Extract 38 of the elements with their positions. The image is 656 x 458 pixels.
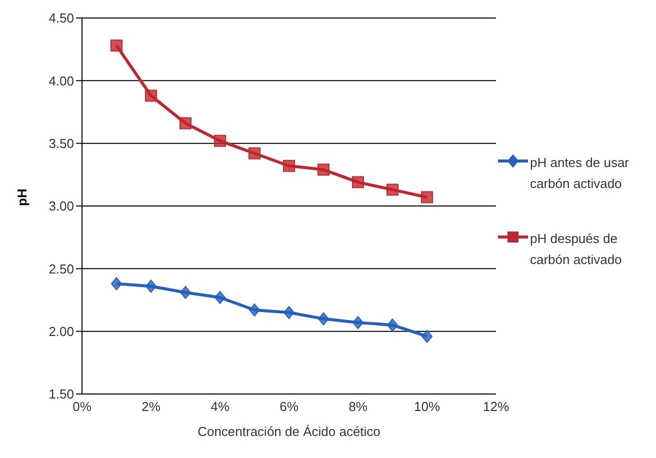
point (284, 306, 294, 320)
x-tick-label: 4% (210, 399, 230, 414)
point (387, 318, 398, 332)
point (352, 176, 364, 188)
point (180, 117, 192, 130)
point (283, 160, 295, 172)
point (110, 40, 122, 52)
y-tick-label: 4.00 (48, 73, 74, 88)
point (146, 280, 156, 293)
point (318, 312, 329, 326)
y-tick-label: 2.50 (48, 261, 74, 276)
point (421, 191, 433, 204)
point (249, 304, 260, 317)
point (111, 277, 122, 290)
x-tick-label: 2% (142, 399, 161, 414)
point (145, 90, 157, 102)
legend-label: pH antes de usar carbón activado (530, 154, 630, 193)
y-tick-label: 3.50 (48, 136, 74, 151)
y-tick-label: 2.00 (48, 324, 74, 339)
point (352, 316, 364, 330)
x-tick-label: 12% (482, 399, 510, 414)
x-axis-title: Concentración de Ácido acético (198, 424, 380, 439)
point (214, 290, 226, 304)
y-tick-label: 3.00 (48, 198, 74, 214)
point (422, 330, 432, 343)
x-tick-label: 10% (414, 399, 440, 414)
point (180, 286, 191, 299)
y-tick-label: 1.50 (48, 386, 74, 402)
point (386, 184, 398, 196)
point (248, 147, 260, 160)
point (318, 164, 330, 176)
x-tick-label: 6% (280, 399, 299, 414)
y-axis-title: pH (14, 188, 30, 206)
x-tick-label: 0% (72, 399, 92, 414)
x-tick-label: 8% (348, 399, 368, 414)
legend-label: pH después de carbón activado (530, 230, 623, 269)
point (214, 134, 226, 147)
y-tick-label: 4.50 (48, 10, 74, 26)
